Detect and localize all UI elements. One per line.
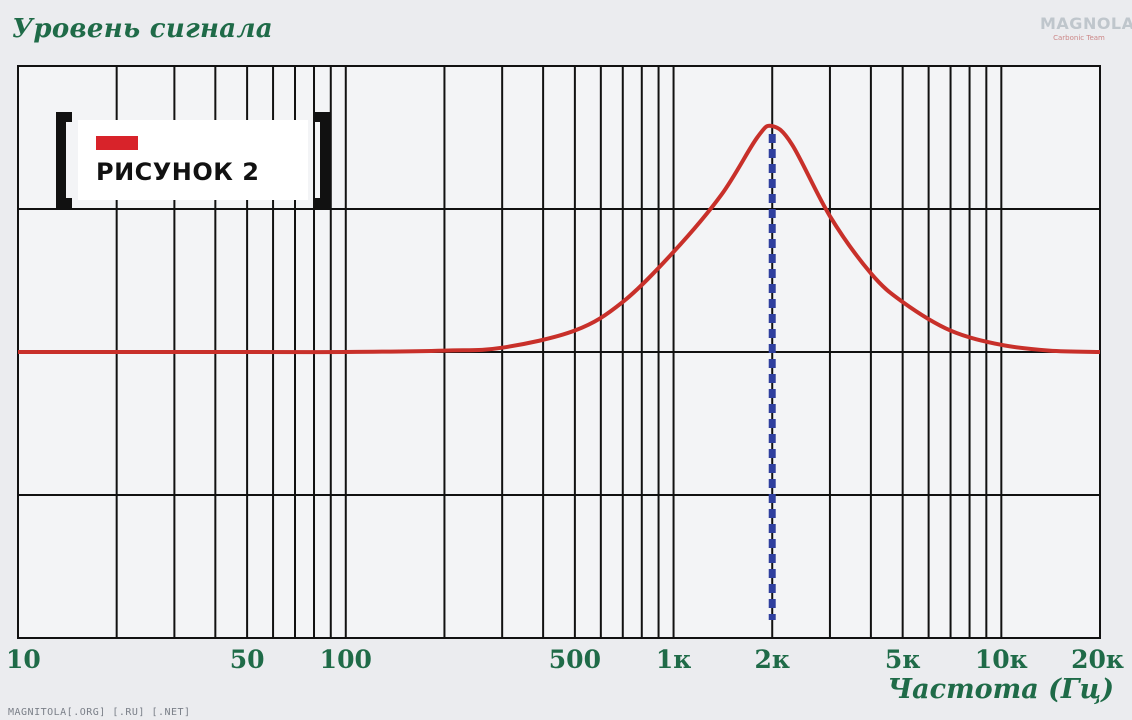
response-curve — [17, 123, 1101, 355]
x-tick-label: 20к — [1071, 645, 1124, 674]
x-axis-label: Частота (Гц) — [887, 674, 1114, 705]
x-tick-label: 2к — [754, 645, 789, 674]
right-bracket — [314, 112, 330, 208]
x-tick-label: 50 — [230, 645, 265, 674]
y-axis-label: Уровень сигнала — [12, 14, 273, 44]
x-tick-label: 5к — [885, 645, 920, 674]
x-tick-label: 100 — [320, 645, 372, 674]
figure-label-text: РИСУНОК 2 — [96, 158, 260, 186]
x-tick-label: 1к — [656, 645, 691, 674]
watermark: MAGNITOLA[.ORG] [.RU] [.NET] — [8, 707, 191, 718]
magnitola-logo: MAGNOLA Carbonic Team — [1040, 14, 1132, 50]
left-bracket — [56, 112, 72, 208]
x-tick-labels: 10 50 100 500 1к 2к 5к 10к 20к — [6, 645, 1124, 674]
logo-subtext: Carbonic Team — [1053, 34, 1105, 42]
x-tick-label: 10к — [975, 645, 1028, 674]
series-layer — [17, 123, 1101, 355]
red-marker-bar — [96, 136, 138, 150]
logo-text: MAGNOLA — [1040, 14, 1132, 33]
figure-label-box: РИСУНОК 2 — [56, 112, 330, 208]
x-tick-label: 10 — [6, 645, 41, 674]
figure-label-background — [78, 120, 308, 200]
x-tick-label: 500 — [549, 645, 601, 674]
